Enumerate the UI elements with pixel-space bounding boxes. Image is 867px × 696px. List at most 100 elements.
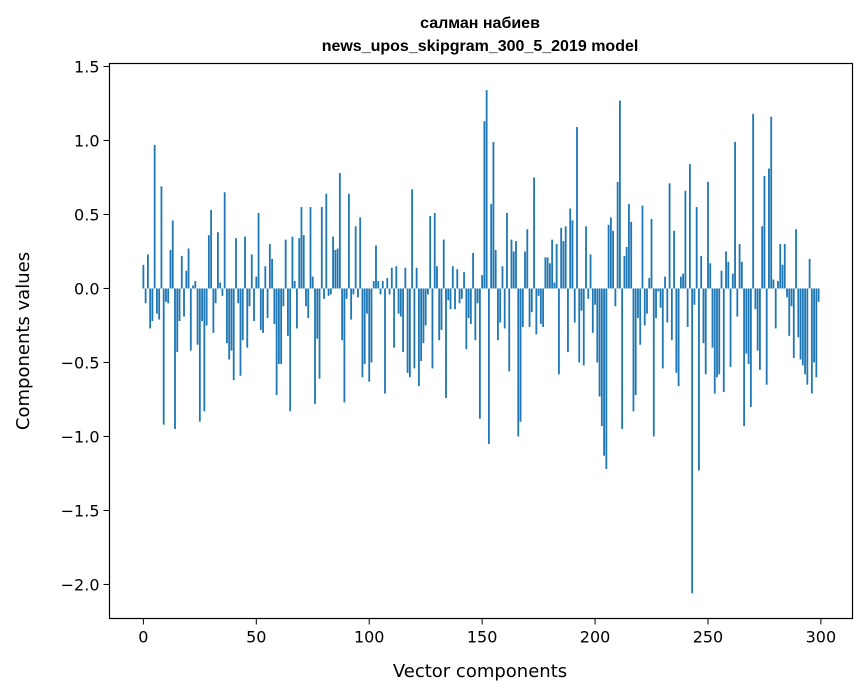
bar — [600, 288, 603, 427]
bar — [183, 288, 185, 317]
bar — [350, 288, 353, 320]
bar — [368, 288, 371, 382]
bar — [646, 288, 648, 314]
x-axis-ticks: 0 50 100 150 200 250 300 — [138, 618, 837, 647]
bar — [576, 127, 578, 289]
bar — [691, 288, 694, 594]
bar — [621, 288, 624, 430]
bar — [427, 288, 429, 295]
bar — [178, 288, 181, 322]
bar — [614, 288, 617, 307]
bar — [207, 235, 210, 289]
bar — [587, 288, 590, 299]
bar — [562, 241, 565, 289]
bar — [311, 276, 314, 289]
bar — [162, 288, 165, 425]
bar — [447, 288, 450, 301]
y-axis-ticks: 1.5 1.0 0.5 0.0 −0.5 −1.0 −1.5 −2.0 — [61, 57, 110, 594]
bar — [212, 288, 215, 333]
bar — [759, 288, 761, 370]
bar — [357, 288, 359, 298]
bar — [165, 288, 167, 302]
bar — [718, 288, 721, 375]
bar — [363, 288, 366, 364]
bar — [713, 288, 716, 394]
bar — [494, 249, 497, 289]
bar — [347, 193, 350, 289]
bar — [467, 288, 470, 319]
bar — [783, 244, 786, 289]
bar — [336, 248, 339, 289]
bar — [291, 236, 294, 289]
bar — [235, 238, 237, 289]
bar — [510, 239, 513, 289]
bar — [731, 273, 734, 289]
bar — [370, 288, 373, 363]
bar — [271, 258, 274, 289]
bar — [684, 190, 687, 289]
bar — [497, 288, 499, 341]
bar — [399, 288, 402, 317]
bar — [438, 288, 441, 341]
bar — [144, 288, 147, 304]
bar — [268, 244, 271, 289]
bar — [185, 270, 188, 289]
bar — [203, 288, 206, 412]
bar — [752, 113, 755, 289]
bar — [501, 266, 504, 289]
bar — [810, 288, 813, 394]
bar — [381, 281, 384, 289]
bar — [146, 254, 149, 289]
bar — [151, 288, 154, 322]
bar — [686, 288, 689, 327]
bar — [582, 288, 585, 366]
bar — [411, 189, 414, 289]
bar — [377, 281, 380, 289]
x-tick-label: 150 — [467, 628, 498, 647]
bar — [393, 288, 395, 348]
bar — [589, 254, 592, 289]
plot-frame — [108, 62, 854, 620]
x-tick-label: 50 — [246, 628, 266, 647]
bar — [756, 288, 759, 351]
bar — [223, 192, 226, 289]
bar — [747, 288, 750, 364]
bar — [413, 288, 416, 369]
bar — [241, 288, 244, 341]
bar — [372, 281, 375, 289]
bar — [422, 288, 425, 344]
x-axis-label: Vector components — [393, 661, 567, 682]
x-tick-label: 300 — [806, 628, 837, 647]
bar — [585, 226, 587, 289]
bar — [792, 288, 795, 359]
bar — [743, 288, 746, 427]
bar — [632, 288, 635, 412]
bar — [318, 288, 321, 379]
bar — [226, 288, 228, 344]
bar — [257, 212, 260, 289]
bar — [454, 288, 456, 310]
bar — [334, 249, 337, 289]
bar — [564, 226, 567, 289]
bar — [709, 263, 712, 289]
bar — [232, 288, 235, 381]
bar — [307, 288, 310, 319]
bar — [287, 288, 289, 336]
bar — [366, 288, 368, 314]
y-tick-label: −1.5 — [61, 501, 100, 520]
bar — [397, 288, 400, 314]
bar — [569, 208, 572, 289]
bar — [503, 288, 506, 329]
bar — [404, 267, 407, 289]
y-axis-label: Components values — [13, 252, 34, 430]
x-tick-label: 250 — [693, 628, 724, 647]
bar — [408, 288, 411, 378]
bar — [720, 270, 723, 289]
bar — [740, 261, 743, 289]
bar — [801, 288, 804, 366]
bar — [420, 288, 423, 361]
bar — [171, 220, 174, 289]
bar — [567, 288, 569, 353]
bar — [282, 288, 285, 307]
y-tick-label: 1.0 — [74, 131, 99, 150]
